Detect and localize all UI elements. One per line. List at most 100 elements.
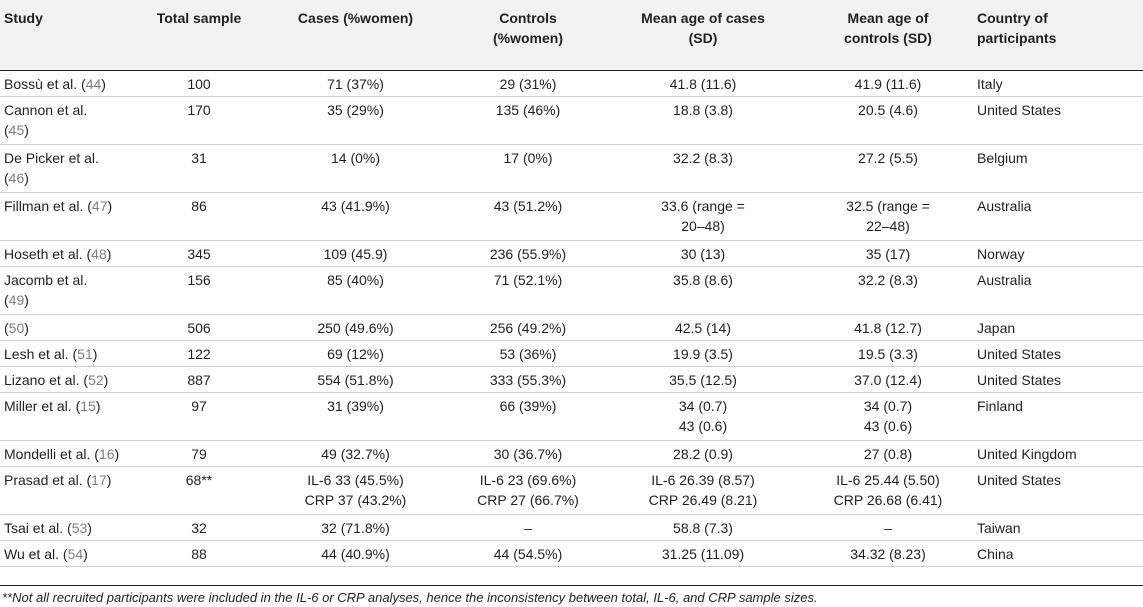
cell-age-controls-line: 34 (0.7) bbox=[863, 397, 913, 414]
cell-age-cases-line: 32.2 (8.3) bbox=[673, 149, 733, 166]
cell-age-controls: – bbox=[803, 514, 973, 541]
column-header-line: Country of bbox=[977, 10, 1048, 26]
cell-country-text: Finland bbox=[977, 397, 1023, 414]
cell-country: United States bbox=[973, 366, 1143, 393]
cell-age-cases-line: 34 (0.7) bbox=[678, 397, 728, 414]
cell-age-controls-line: 35 (17) bbox=[865, 245, 911, 262]
cell-cases: 43 (41.9%) bbox=[258, 192, 453, 241]
study-text: ) bbox=[24, 169, 29, 186]
cell-age-cases: IL-6 26.39 (8.57) CRP 26.49 (8.21) bbox=[603, 466, 803, 515]
cell-age-controls: 34.32 (8.23) bbox=[803, 540, 973, 567]
study-text: ( bbox=[4, 121, 9, 138]
cell-cases-line: 69 (12%) bbox=[327, 345, 384, 362]
study-text: ) bbox=[24, 121, 29, 138]
cell-cases-line: 31 (39%) bbox=[327, 397, 384, 414]
reference-link[interactable]: 49 bbox=[8, 291, 25, 308]
cell-controls-line: 53 (36%) bbox=[499, 345, 557, 362]
cell-age-controls: 19.5 (3.3) bbox=[803, 340, 973, 367]
study-text: Mondelli et al. ( bbox=[4, 445, 99, 462]
cell-controls: 44 (54.5%) bbox=[453, 540, 603, 567]
cell-study: Bossù et al. (44) bbox=[0, 70, 140, 97]
cell-total-sample: 170 bbox=[140, 96, 258, 145]
cell-age-cases-line: 43 (0.6) bbox=[678, 417, 728, 434]
cell-controls: 256 (49.2%) bbox=[453, 314, 603, 341]
cell-controls: 43 (51.2%) bbox=[453, 192, 603, 241]
cell-age-cases-line: IL-6 26.39 (8.57) bbox=[651, 471, 755, 488]
cell-age-cases: 18.8 (3.8) bbox=[603, 96, 803, 145]
reference-link[interactable]: 44 bbox=[85, 75, 102, 92]
cell-age-controls: 27.2 (5.5) bbox=[803, 144, 973, 193]
cell-total-sample: 79 bbox=[140, 440, 258, 467]
reference-link[interactable]: 46 bbox=[8, 169, 25, 186]
cell-age-cases: 35.8 (8.6) bbox=[603, 266, 803, 315]
cell-cases: 109 (45.9) bbox=[258, 240, 453, 267]
reference-link[interactable]: 51 bbox=[77, 345, 93, 362]
table-row: Jacomb et al. (49) 156 85 (40%) 71 (52.1%) 35… bbox=[0, 266, 1143, 315]
cell-total-sample-text: 31 bbox=[191, 149, 207, 166]
table-row: Wu et al. (54) 88 44 (40.9%) 44 (54.5%) 31.2… bbox=[0, 540, 1143, 567]
cell-age-controls-line: 32.2 (8.3) bbox=[858, 271, 918, 288]
cell-age-controls-line: 27 (0.8) bbox=[863, 445, 913, 462]
reference-link[interactable]: 48 bbox=[91, 245, 107, 262]
cell-study: Lizano et al. (52) bbox=[0, 366, 140, 393]
cell-study: Mondelli et al. (16) bbox=[0, 440, 140, 467]
study-text: ) bbox=[101, 75, 106, 92]
cell-country-text: Australia bbox=[977, 197, 1032, 214]
reference-link[interactable]: 15 bbox=[80, 397, 96, 414]
cell-study: (50) bbox=[0, 314, 140, 341]
cell-controls-line: IL-6 23 (69.6%) bbox=[479, 471, 577, 488]
study-text: ) bbox=[92, 345, 98, 362]
study-text: Tsai et al. ( bbox=[4, 519, 72, 536]
cell-study: Lesh et al. (51) bbox=[0, 340, 140, 367]
reference-link[interactable]: 52 bbox=[88, 371, 104, 388]
cell-cases-line: 14 (0%) bbox=[330, 149, 381, 166]
reference-link[interactable]: 45 bbox=[8, 121, 25, 138]
cell-total-sample-text: 97 bbox=[191, 397, 207, 414]
cell-country: United Kingdom bbox=[973, 440, 1143, 467]
study-text: ) bbox=[106, 245, 112, 262]
cell-age-cases-line: 58.8 (7.3) bbox=[673, 519, 733, 536]
reference-link[interactable]: 17 bbox=[91, 471, 107, 488]
cell-total-sample-text: 88 bbox=[191, 545, 207, 562]
cell-country: Norway bbox=[973, 240, 1143, 267]
cell-controls-line: 333 (55.3%) bbox=[489, 371, 567, 388]
study-text: ( bbox=[4, 319, 9, 336]
cell-country: Belgium bbox=[973, 144, 1143, 193]
column-header-country: Country of participants bbox=[973, 0, 1143, 71]
reference-link[interactable]: 47 bbox=[91, 197, 108, 214]
column-header-line: Mean age of bbox=[847, 10, 929, 26]
table-row: Hoseth et al. (48) 345 109 (45.9) 236 (55.9… bbox=[0, 240, 1143, 267]
cell-country: United States bbox=[973, 96, 1143, 145]
cell-cases: 31 (39%) bbox=[258, 392, 453, 441]
cell-cases: 35 (29%) bbox=[258, 96, 453, 145]
cell-country-text: Norway bbox=[977, 245, 1025, 262]
cell-country-text: United States bbox=[977, 371, 1062, 388]
reference-link[interactable]: 16 bbox=[98, 445, 115, 462]
reference-link[interactable]: 54 bbox=[67, 545, 84, 562]
cell-cases-line: CRP 37 (43.2%) bbox=[304, 491, 407, 508]
study-text: ) bbox=[24, 319, 29, 336]
cell-controls: 17 (0%) bbox=[453, 144, 603, 193]
cell-country-text: Italy bbox=[977, 75, 1003, 92]
cell-age-controls: 35 (17) bbox=[803, 240, 973, 267]
cell-age-controls: 32.5 (range = 22–48) bbox=[803, 192, 973, 241]
cell-cases-line: 49 (32.7%) bbox=[321, 445, 390, 462]
reference-link[interactable]: 50 bbox=[8, 319, 25, 336]
column-header-line: participants bbox=[977, 30, 1057, 46]
table-header: Study Total sample Cases (%women) Controls (… bbox=[0, 0, 1143, 71]
study-text: ) bbox=[87, 519, 92, 536]
table-row: Lesh et al. (51) 122 69 (12%) 53 (36%) 19.9 … bbox=[0, 340, 1143, 367]
reference-link[interactable]: 53 bbox=[71, 519, 88, 536]
cell-age-controls-line: 34.32 (8.23) bbox=[850, 545, 926, 562]
cell-country: Australia bbox=[973, 192, 1143, 241]
cell-controls: 53 (36%) bbox=[453, 340, 603, 367]
cell-controls: 71 (52.1%) bbox=[453, 266, 603, 315]
cell-total-sample: 68** bbox=[140, 466, 258, 515]
cell-age-cases-line: 30 (13) bbox=[680, 245, 726, 262]
cell-total-sample-text: 32 bbox=[191, 519, 207, 536]
table-row: Prasad et al. (17) 68** IL-6 33 (45.5%) CRP… bbox=[0, 466, 1143, 515]
cell-controls: 333 (55.3%) bbox=[453, 366, 603, 393]
cell-controls-line: 236 (55.9%) bbox=[489, 245, 567, 262]
table-row: Tsai et al. (53) 32 32 (71.8%) – 58.8 (7.3) –… bbox=[0, 514, 1143, 541]
